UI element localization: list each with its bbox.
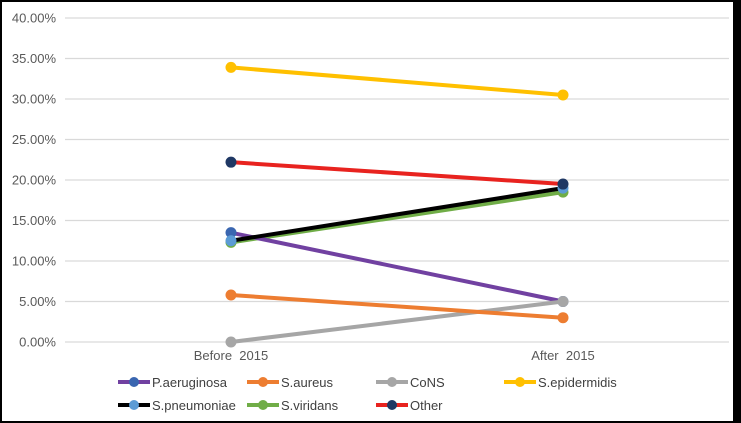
chart-area: 0.00% 5.00% 10.00% 15.00% 20.00% 25.00% 30.00%… xyxy=(2,2,733,421)
legend-line-marker-icon xyxy=(376,376,408,388)
series-line xyxy=(229,186,565,243)
series-line xyxy=(229,65,565,97)
y-axis-tick-label: 0.00% xyxy=(19,335,56,350)
legend-item-s-epidermidis: S.epidermidis xyxy=(504,374,617,390)
series-line xyxy=(229,190,565,245)
series-line xyxy=(229,160,565,187)
legend-item-p-aeruginosa: P.aeruginosa xyxy=(118,374,227,390)
legend-label: P.aeruginosa xyxy=(152,374,227,390)
legend-line-marker-icon xyxy=(247,399,279,411)
data-point-marker xyxy=(225,61,237,73)
legend-item-s-viridans: S.viridans xyxy=(247,397,338,413)
data-point-marker xyxy=(557,89,569,101)
series-line xyxy=(229,230,565,304)
data-point-marker xyxy=(225,227,237,239)
series-p-aeruginosa xyxy=(225,227,569,307)
data-point-marker xyxy=(225,156,237,168)
legend-line-marker-icon xyxy=(376,399,408,411)
series-other xyxy=(225,156,569,190)
legend-line-marker-icon xyxy=(118,376,150,388)
y-axis-tick-label: 25.00% xyxy=(12,132,57,147)
legend-line-marker-icon xyxy=(504,376,536,388)
series-cons xyxy=(225,296,569,348)
data-point-marker xyxy=(557,178,569,190)
y-axis-tick-label: 15.00% xyxy=(12,213,57,228)
legend-item-other: Other xyxy=(376,397,443,413)
y-axis-tick-label: 5.00% xyxy=(19,294,56,309)
y-axis-tick-label: 40.00% xyxy=(12,11,57,26)
legend-line-marker-icon xyxy=(247,376,279,388)
y-axis-tick-label: 20.00% xyxy=(12,173,57,188)
x-axis-category-label: After 2015 xyxy=(531,348,595,363)
legend-label: S.pneumoniae xyxy=(152,397,236,413)
data-point-marker xyxy=(225,235,237,247)
data-point-marker xyxy=(557,312,569,324)
legend-item-cons: CoNS xyxy=(376,374,445,390)
legend-item-s-pneumoniae: S.pneumoniae xyxy=(118,397,236,413)
data-point-marker xyxy=(557,296,569,307)
legend-line-marker-icon xyxy=(118,399,150,411)
y-axis-tick-label: 35.00% xyxy=(12,51,57,66)
legend-dot xyxy=(387,400,397,410)
data-point-marker xyxy=(225,336,237,348)
legend-dot xyxy=(515,377,525,387)
legend-label: S.epidermidis xyxy=(538,374,617,390)
legend-dot xyxy=(129,377,139,387)
x-axis-category-label: Before 2015 xyxy=(194,348,268,363)
y-axis-tick-label: 10.00% xyxy=(12,254,57,269)
legend-dot xyxy=(258,377,268,387)
line-chart: 0.00% 5.00% 10.00% 15.00% 20.00% 25.00% 30.00%… xyxy=(12,11,729,363)
legend-label: Other xyxy=(410,397,443,413)
legend-label: S.viridans xyxy=(281,397,339,413)
legend-dot xyxy=(129,400,139,410)
data-point-marker xyxy=(225,289,237,301)
legend-dot xyxy=(387,377,397,387)
series-s-epidermidis xyxy=(225,61,569,101)
y-axis-tick-label: 30.00% xyxy=(12,92,57,107)
series-s-aureus xyxy=(225,289,569,324)
legend-label: S.aureus xyxy=(281,374,334,390)
legend-label: CoNS xyxy=(410,374,445,390)
series-line xyxy=(229,293,565,320)
legend-item-s-aureus: S.aureus xyxy=(247,374,333,390)
legend-dot xyxy=(258,400,268,410)
series-line xyxy=(229,299,565,344)
